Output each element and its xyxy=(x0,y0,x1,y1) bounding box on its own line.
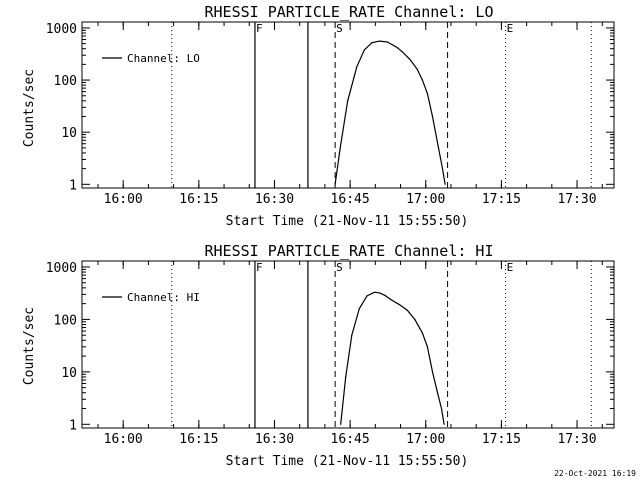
x-tick-label-hi: 16:45 xyxy=(331,432,370,447)
legend-label-lo: Channel: LO xyxy=(127,52,200,65)
data-point-lo xyxy=(378,40,381,42)
data-point-hi xyxy=(351,334,353,336)
data-point-hi xyxy=(406,309,408,311)
data-point-lo xyxy=(441,168,444,170)
y-tick-label-hi: 1 xyxy=(69,418,77,433)
y-tick-label-lo: 10 xyxy=(61,126,77,141)
x-tick-label-hi: 16:30 xyxy=(255,432,294,447)
x-axis-label-hi: Start Time (21-Nov-11 15:55:50) xyxy=(226,454,469,469)
data-point-hi xyxy=(340,423,342,425)
series-line-hi xyxy=(340,291,445,425)
x-tick-label-lo: 16:30 xyxy=(255,192,294,207)
data-point-lo xyxy=(431,115,434,118)
data-point-hi xyxy=(345,376,347,378)
x-tick-label-hi: 17:00 xyxy=(406,432,445,447)
data-point-hi xyxy=(366,295,368,297)
y-tick-label-lo: 1 xyxy=(69,178,77,193)
x-tick-label-lo: 17:15 xyxy=(482,192,521,207)
data-point-hi xyxy=(391,299,393,301)
data-point-lo xyxy=(396,47,398,49)
x-tick-label-hi: 17:15 xyxy=(482,432,521,447)
chart-title-hi: RHESSI PARTICLE_RATE Channel: HI xyxy=(205,242,494,260)
x-tick-label-lo: 16:45 xyxy=(331,192,370,207)
data-point-lo xyxy=(356,66,358,68)
data-point-hi xyxy=(443,423,445,425)
x-axis-label-lo: Start Time (21-Nov-11 15:55:50) xyxy=(226,214,469,229)
data-point-lo xyxy=(426,93,428,95)
data-point-lo xyxy=(347,100,349,102)
data-point-lo xyxy=(401,51,403,53)
data-point-hi xyxy=(414,318,416,320)
data-point-hi xyxy=(358,308,360,310)
y-tick-label-hi: 100 xyxy=(54,313,77,328)
data-point-lo xyxy=(339,147,341,149)
data-point-lo xyxy=(444,183,446,185)
data-point-lo xyxy=(416,68,418,70)
x-tick-label-hi: 16:15 xyxy=(179,432,218,447)
data-point-hi xyxy=(378,292,381,294)
x-tick-label-lo: 17:30 xyxy=(557,192,596,207)
plot-frame-lo xyxy=(81,21,615,189)
data-point-lo xyxy=(391,44,393,46)
data-point-lo xyxy=(334,183,336,185)
x-tick-label-lo: 16:00 xyxy=(104,192,143,207)
marker-label-lo: S xyxy=(336,22,343,35)
x-tick-label-lo: 16:15 xyxy=(179,192,218,207)
data-point-hi xyxy=(399,304,401,306)
x-tick-label-hi: 17:30 xyxy=(557,432,596,447)
footer-timestamp: 22-Oct-2021 16:19 xyxy=(554,469,636,478)
data-point-lo xyxy=(409,58,411,60)
data-point-hi xyxy=(431,371,434,373)
data-point-hi xyxy=(421,332,423,334)
data-point-hi xyxy=(384,294,386,296)
marker-label-lo: F xyxy=(256,22,263,35)
marker-label-hi: E xyxy=(507,261,514,274)
x-tick-label-lo: 17:00 xyxy=(406,192,445,207)
data-point-lo xyxy=(437,147,440,149)
panel-hi: RHESSI PARTICLE_RATE Channel: HI Start T… xyxy=(22,242,615,469)
y-tick-label-hi: 1000 xyxy=(46,261,77,276)
chart-title-lo: RHESSI PARTICLE_RATE Channel: LO xyxy=(205,3,494,21)
data-point-hi xyxy=(436,392,439,394)
data-point-hi xyxy=(440,407,443,410)
panel-lo: RHESSI PARTICLE_RATE Channel: LO Start T… xyxy=(22,3,615,229)
y-tick-label-hi: 10 xyxy=(61,366,77,381)
plot-frame-hi xyxy=(81,260,615,429)
marker-label-lo: E xyxy=(507,22,514,35)
series-line-lo xyxy=(334,40,446,185)
x-tick-label-hi: 16:00 xyxy=(104,432,143,447)
data-point-lo xyxy=(371,42,373,44)
y-tick-label-lo: 1000 xyxy=(46,22,77,37)
legend-label-hi: Channel: HI xyxy=(127,291,200,304)
data-point-lo xyxy=(386,41,388,43)
data-point-hi xyxy=(373,291,376,293)
data-point-lo xyxy=(363,49,365,51)
marker-label-hi: S xyxy=(336,261,343,274)
data-point-hi xyxy=(426,346,428,348)
y-tick-label-lo: 100 xyxy=(54,74,77,89)
y-axis-label-hi: Counts/sec xyxy=(22,307,37,385)
marker-label-hi: F xyxy=(256,261,263,274)
y-axis-label-lo: Counts/sec xyxy=(22,69,37,147)
data-point-lo xyxy=(421,79,423,81)
